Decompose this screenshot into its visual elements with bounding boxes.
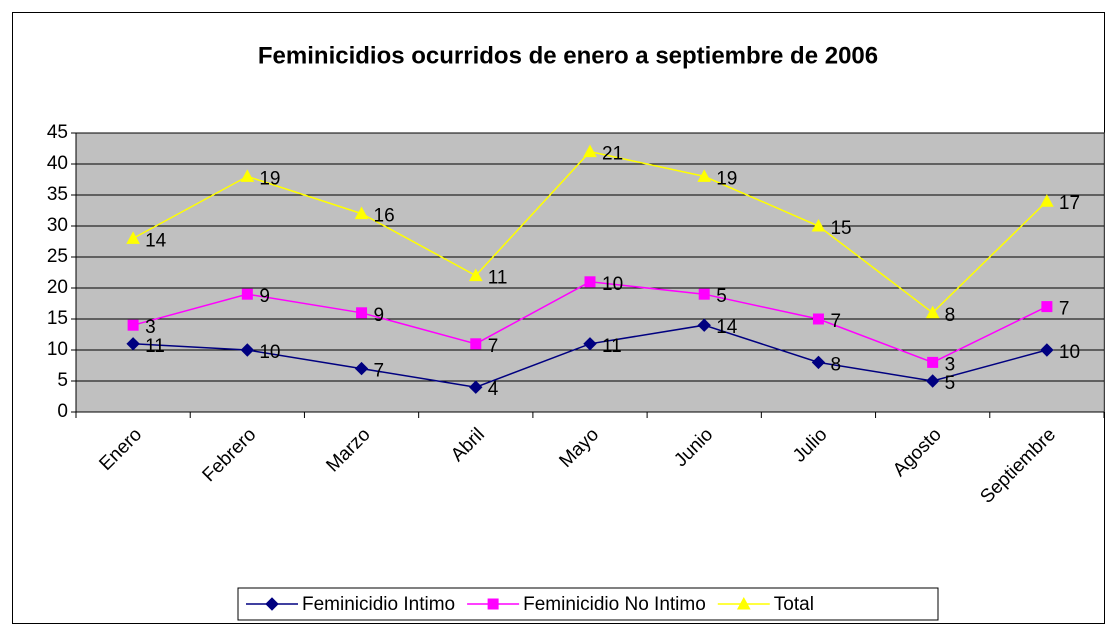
marker — [240, 169, 255, 182]
marker — [126, 337, 140, 351]
y-tick-label: 5 — [57, 370, 68, 391]
data-label: 21 — [602, 144, 623, 165]
data-label: 5 — [716, 286, 727, 307]
marker — [927, 356, 939, 368]
data-label: 8 — [830, 354, 841, 375]
y-tick-label: 35 — [47, 184, 68, 205]
legend-label: Feminicidio Intimo — [302, 594, 455, 615]
data-label: 16 — [374, 206, 395, 227]
y-tick-label: 20 — [47, 277, 68, 298]
legend-label: Feminicidio No Intimo — [523, 594, 706, 615]
marker — [925, 374, 940, 388]
y-tick-label: 10 — [47, 339, 68, 360]
marker — [697, 169, 712, 182]
data-label: 10 — [602, 274, 623, 295]
y-tick-label: 40 — [47, 153, 68, 174]
legend: Feminicidio Intimo Feminicidio No Intimo T… — [237, 587, 939, 621]
marker — [126, 231, 140, 244]
data-label: 19 — [259, 168, 280, 189]
marker — [697, 318, 711, 332]
data-label: 4 — [488, 379, 499, 400]
y-tick-label: 15 — [47, 308, 68, 329]
marker — [469, 380, 483, 394]
marker — [583, 337, 597, 351]
marker — [812, 313, 824, 325]
marker — [468, 268, 483, 282]
legend-box — [237, 587, 939, 621]
marker — [127, 319, 139, 331]
marker — [470, 338, 482, 350]
data-label: 14 — [716, 317, 738, 338]
data-label: 7 — [830, 311, 841, 332]
data-label: 7 — [1059, 299, 1070, 320]
data-label: 8 — [945, 305, 956, 326]
y-tick-label: 0 — [57, 401, 68, 422]
data-label: 3 — [145, 317, 156, 338]
data-label: 10 — [259, 342, 280, 363]
data-label: 9 — [374, 305, 385, 326]
data-label: 7 — [488, 336, 499, 357]
data-label: 17 — [1059, 193, 1080, 214]
marker — [241, 288, 253, 300]
marker — [1040, 194, 1054, 207]
data-label: 11 — [145, 336, 165, 357]
legend-marker — [736, 596, 751, 610]
data-label: 5 — [945, 373, 956, 394]
marker — [354, 361, 369, 376]
data-label: 3 — [945, 354, 956, 375]
marker — [354, 206, 369, 220]
marker — [698, 288, 710, 300]
marker — [1040, 343, 1054, 357]
legend-marker — [487, 598, 499, 610]
marker — [925, 305, 940, 319]
chart-title: Feminicidios ocurridos de enero a septie… — [258, 42, 878, 69]
marker — [356, 307, 368, 319]
y-tick-label: 30 — [47, 215, 68, 236]
marker — [240, 343, 255, 357]
data-label: 7 — [374, 361, 385, 382]
marker — [1041, 301, 1053, 313]
marker — [584, 276, 596, 288]
data-label: 15 — [830, 218, 851, 239]
legend-marker — [265, 597, 279, 611]
marker — [583, 144, 597, 158]
data-label: 10 — [1059, 342, 1080, 363]
legend-label: Total — [774, 594, 814, 615]
data-label: 14 — [145, 230, 167, 251]
data-label: 19 — [716, 168, 737, 189]
y-tick-label: 25 — [47, 246, 68, 267]
marker — [811, 218, 826, 232]
y-tick-label: 45 — [47, 122, 68, 143]
data-label: 11 — [602, 336, 622, 357]
data-label: 9 — [259, 286, 270, 307]
marker — [811, 355, 826, 370]
data-label: 11 — [488, 268, 508, 289]
